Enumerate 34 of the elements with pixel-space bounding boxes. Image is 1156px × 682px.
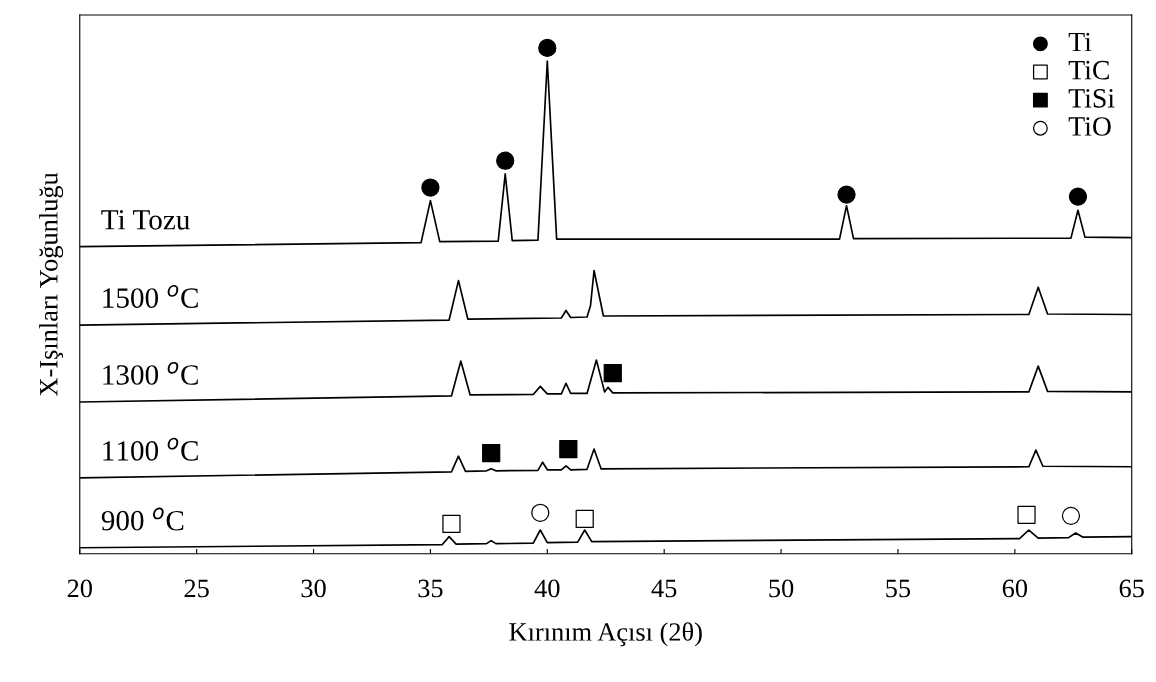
point xyxy=(1017,505,1036,524)
point xyxy=(837,185,856,204)
point xyxy=(442,514,461,534)
point xyxy=(559,439,578,459)
x-axis-title: Kırınım Açısı (2θ) xyxy=(509,622,702,647)
x-tick-label: 30 xyxy=(301,579,326,598)
series-label: 1500 $^{o}$C xyxy=(103,285,198,308)
series-label: 1300 $^{o}$C xyxy=(103,361,198,385)
point xyxy=(531,503,550,522)
point xyxy=(575,509,594,529)
x-tick-label: 45 xyxy=(651,579,677,598)
legend-label: TiSi xyxy=(1068,89,1115,108)
x-tick-label: 35 xyxy=(418,579,443,598)
x-tick-label: 40 xyxy=(534,579,560,598)
series-label: 1100 $^{o}$C xyxy=(103,437,198,461)
y-axis-title: X-Işınları Yoğunluğu xyxy=(39,172,64,396)
point xyxy=(421,178,440,197)
point xyxy=(482,443,501,463)
point xyxy=(603,364,622,383)
point xyxy=(496,151,515,170)
x-tick-label: 55 xyxy=(886,579,911,598)
series-label: Ti Tozu xyxy=(101,210,190,230)
x-tick-label: 65 xyxy=(1119,579,1144,598)
x-tick-label: 25 xyxy=(184,579,209,598)
legend-label: Ti xyxy=(1068,32,1092,52)
x-tick-label: 50 xyxy=(769,579,794,598)
point xyxy=(1068,187,1088,206)
x-tick-label: 20 xyxy=(67,579,92,598)
series-label: 900 $^{o}$C xyxy=(101,507,184,531)
point xyxy=(1061,506,1081,525)
point xyxy=(538,38,557,58)
x-tick-label: 60 xyxy=(1002,579,1028,598)
legend-label: TiO xyxy=(1068,117,1111,136)
legend-label: TiC xyxy=(1068,60,1109,80)
